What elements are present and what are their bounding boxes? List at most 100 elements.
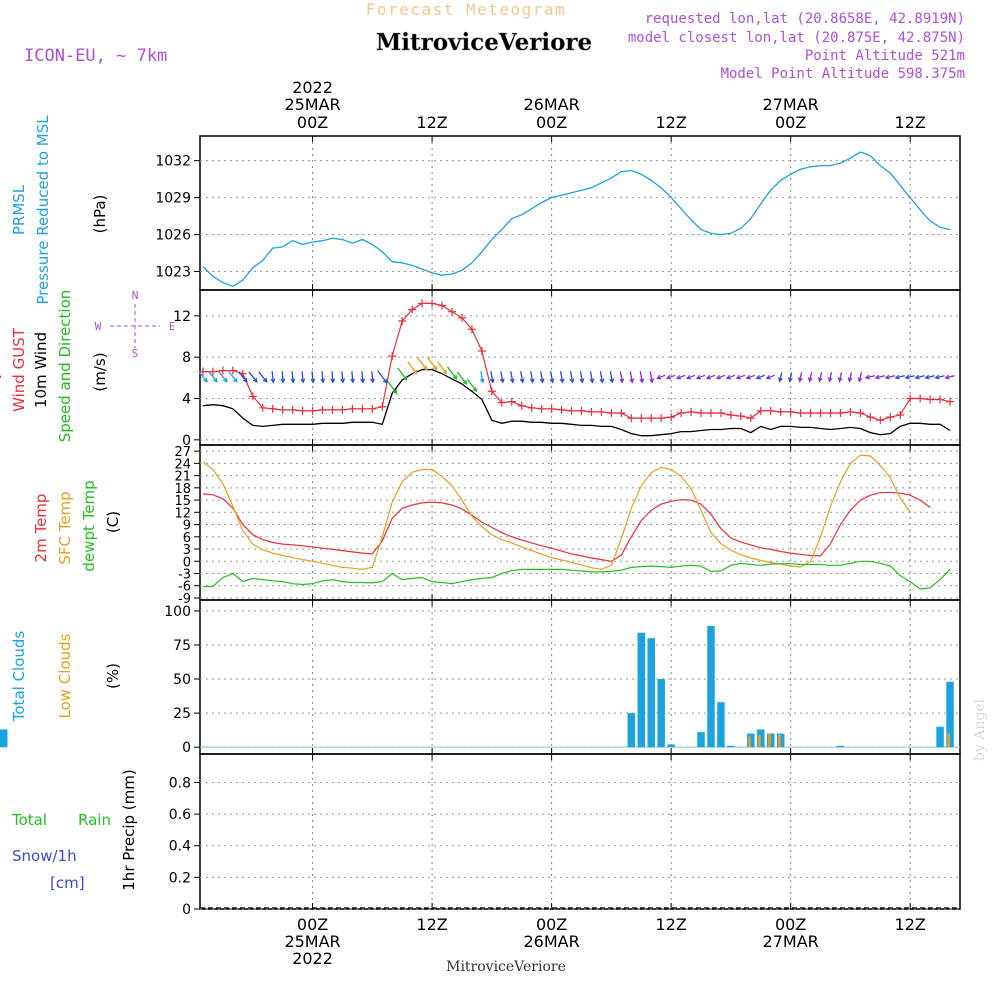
wind-arrow xyxy=(271,371,274,383)
wind-arrow xyxy=(798,372,803,382)
wind-arrow-head xyxy=(695,374,702,380)
wind-arrow xyxy=(589,371,594,383)
wind-arrow xyxy=(456,371,467,385)
y-tick-label: 0 xyxy=(182,902,191,918)
wind-arrow xyxy=(321,371,324,383)
gust-marker xyxy=(597,407,606,416)
wind-arrow xyxy=(789,372,793,382)
gust-marker xyxy=(756,406,765,415)
wind-arrow-head xyxy=(735,374,741,380)
gust-marker xyxy=(936,395,945,404)
y-tick-label: 12 xyxy=(174,506,191,521)
gust-marker xyxy=(627,414,636,423)
y-tick-label: 25 xyxy=(173,706,191,722)
wind-arrow xyxy=(656,374,666,379)
footer-station: MitroviceVeriore xyxy=(446,959,566,975)
wind-arrow-head xyxy=(817,377,823,383)
wind-arrow-head xyxy=(242,377,248,383)
cloud-total-label: Total Clouds xyxy=(10,631,28,723)
wind-arrow-head xyxy=(213,377,218,383)
gust-marker xyxy=(826,408,835,417)
gust-marker xyxy=(467,325,476,334)
credit-text: by Angel xyxy=(972,698,988,761)
bottom-axis-label: 26MAR xyxy=(523,932,579,951)
wind-arrow-head xyxy=(725,374,731,380)
wind-arrow xyxy=(875,375,885,379)
bottom-axis-label: 25MAR xyxy=(284,932,340,951)
temp-unit: (C) xyxy=(104,511,122,533)
precip-total-label: Total xyxy=(11,811,47,829)
y-tick-label: 0.2 xyxy=(169,870,191,886)
cloud-total-bar xyxy=(0,729,8,748)
wind-arrow-head xyxy=(904,374,910,380)
gust-marker xyxy=(448,307,457,316)
y-tick-label: 0.4 xyxy=(169,839,191,855)
gust-marker xyxy=(587,407,596,416)
cloud-total-bar xyxy=(627,713,636,748)
wind-arrow xyxy=(490,371,494,383)
wind-arrow xyxy=(218,371,228,383)
wind-arrow-head xyxy=(432,365,438,371)
gust-marker xyxy=(298,406,307,415)
closest-coords-text: model closest lon,lat (20.875E, 42.875N) xyxy=(628,30,965,46)
wind-arrow-head xyxy=(472,387,478,393)
top-axis-label: 12Z xyxy=(895,113,926,132)
wind-arrow-head xyxy=(934,374,940,380)
y-tick-label: 0 xyxy=(182,433,191,449)
gust-marker xyxy=(687,407,696,416)
top-axis-label: 25MAR xyxy=(284,95,340,114)
gust-marker xyxy=(776,407,785,416)
wind-arrow xyxy=(228,371,238,383)
wind-arrow-head xyxy=(797,377,803,383)
wind-arrow-head xyxy=(559,378,565,384)
gust-marker xyxy=(906,394,915,403)
gust-marker xyxy=(408,305,417,314)
wind-arrow-head xyxy=(649,378,655,384)
wind-arrow-head xyxy=(270,378,276,384)
gust-marker xyxy=(268,404,277,413)
gust-marker xyxy=(736,412,745,421)
gust-marker xyxy=(786,407,795,416)
gust-marker xyxy=(647,414,656,423)
wind-arrow-head xyxy=(340,378,346,384)
wind-arrow xyxy=(885,375,895,379)
wind-arrow xyxy=(666,374,676,379)
y-tick-label: 0.6 xyxy=(169,807,191,823)
y-tick-label: 27 xyxy=(174,445,191,460)
panel-wind: 0 4 8 12 xyxy=(173,289,961,449)
gust-marker xyxy=(358,404,367,413)
wind-arrow-head xyxy=(589,378,595,384)
gust-marker xyxy=(258,403,267,412)
y-tick-label: 24 xyxy=(174,457,191,472)
wind-arrow xyxy=(437,361,448,375)
panel-frame xyxy=(199,753,961,910)
wind-gust-label: Wind GUST xyxy=(10,327,28,412)
gust-marker xyxy=(886,413,895,422)
y-tick-label: 18 xyxy=(174,482,191,497)
wind-arrow xyxy=(361,371,364,383)
top-axis-year: 2022 xyxy=(292,78,333,97)
gust-marker xyxy=(477,346,486,355)
gust-marker xyxy=(916,394,925,403)
gust-marker xyxy=(338,405,347,414)
wind-arrow-head xyxy=(944,374,950,380)
cloud-total-bar xyxy=(707,625,715,748)
wind-arrow xyxy=(935,375,945,379)
y-tick-label: 12 xyxy=(173,309,191,325)
wind-arrow-head xyxy=(755,374,761,380)
temp-2m-line xyxy=(202,491,931,562)
wind-arrow xyxy=(579,371,584,383)
wind-arrow xyxy=(639,371,643,383)
wind-unit: (m/s) xyxy=(91,352,109,391)
y-tick-label: 1029 xyxy=(155,191,191,207)
wind-arrow xyxy=(746,374,756,379)
top-axis-label: 26MAR xyxy=(523,95,579,114)
wind-arrow-head xyxy=(787,377,793,383)
gust-marker xyxy=(866,413,875,422)
wind-arrow-head xyxy=(665,374,672,380)
wind-arrow xyxy=(629,371,633,383)
bottom-axis-label: 00Z xyxy=(536,915,567,934)
wind-arrow-head xyxy=(874,374,880,380)
wind-arrow xyxy=(706,374,716,379)
gust-marker xyxy=(517,401,526,410)
